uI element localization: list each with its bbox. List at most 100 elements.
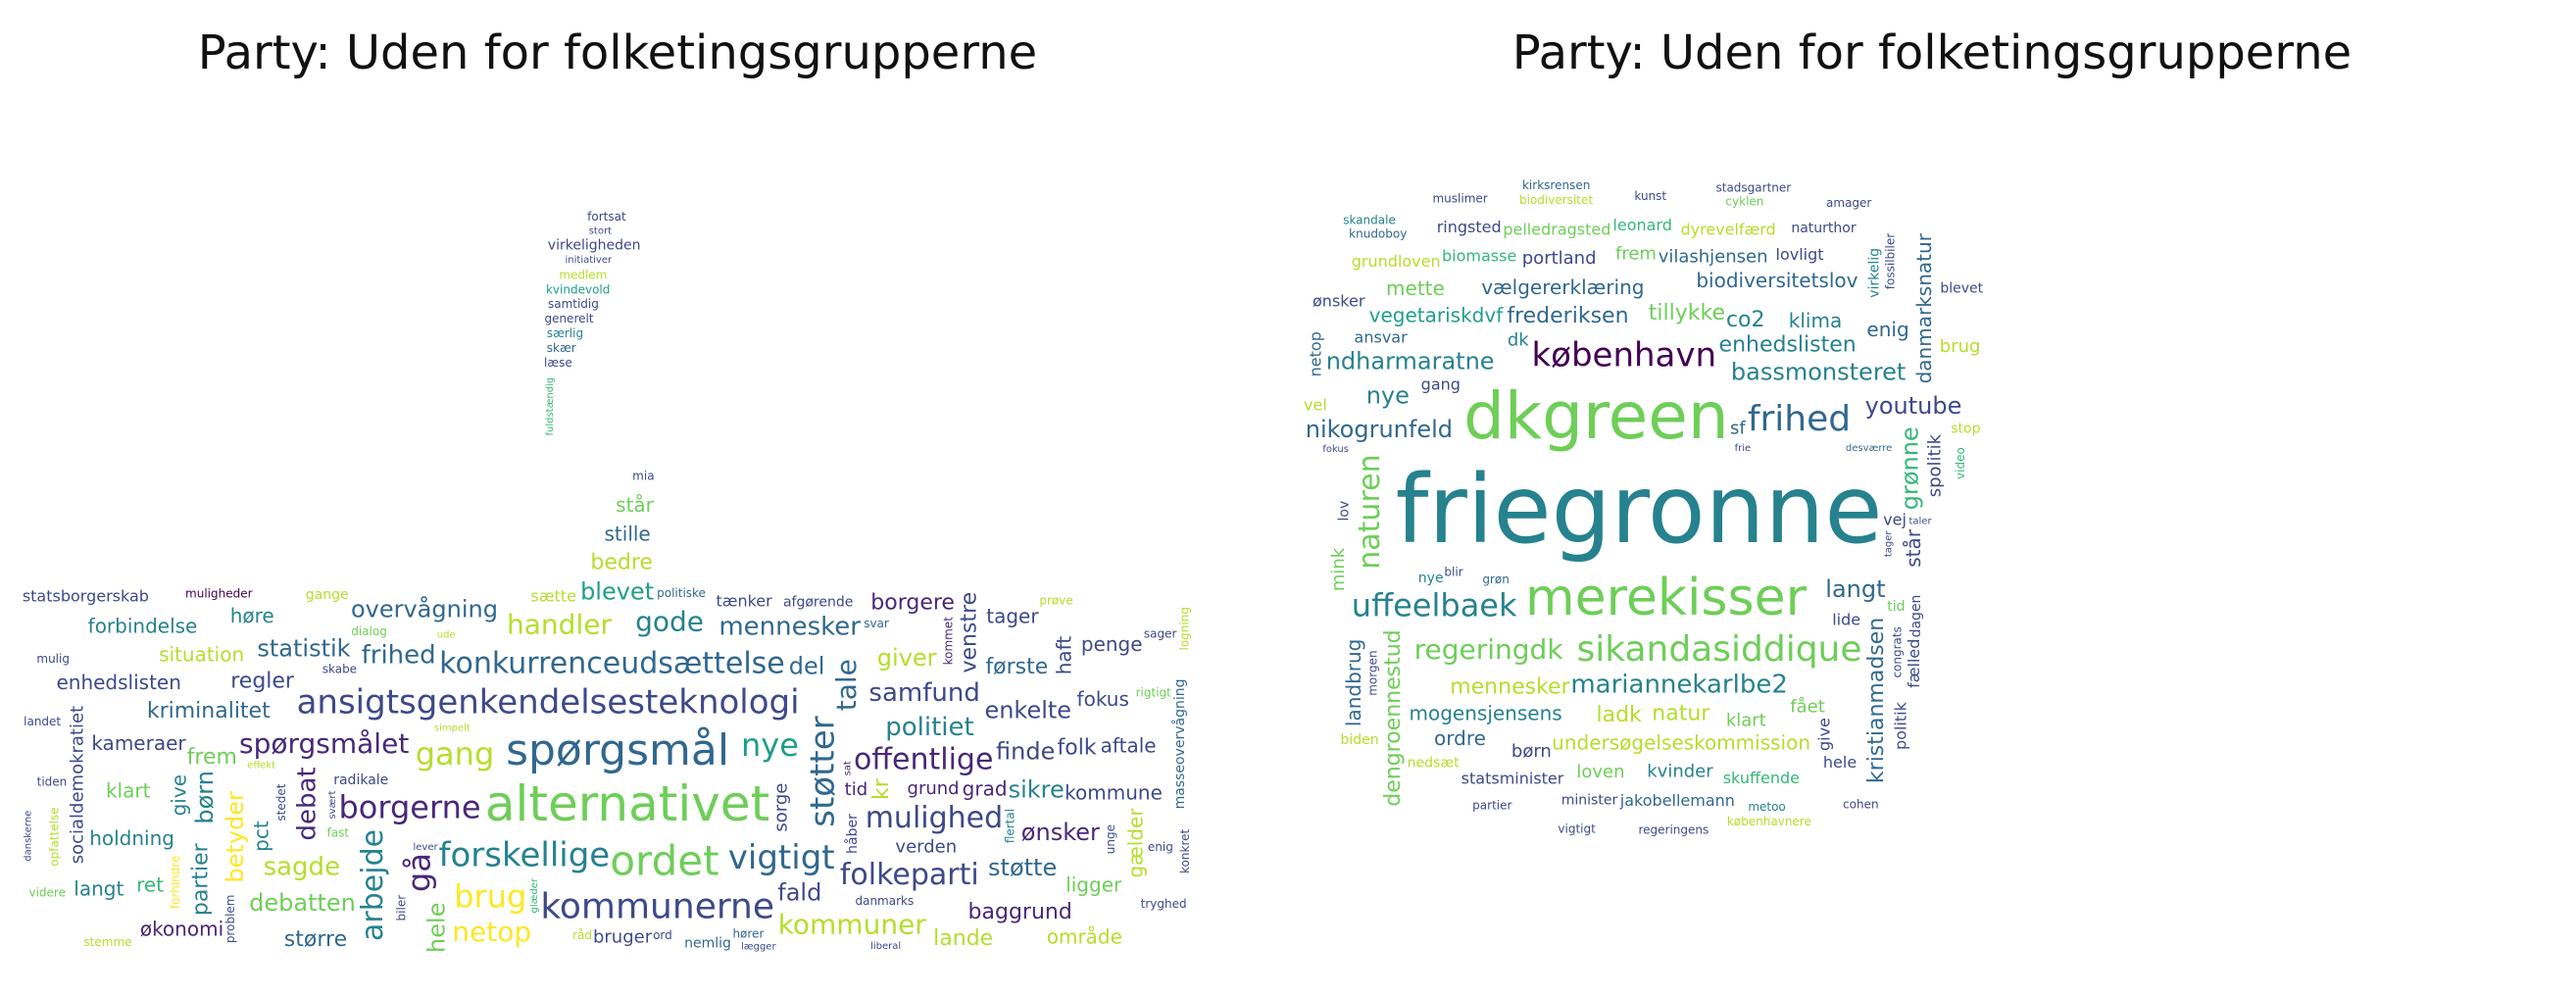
word-1-38: portland <box>1522 248 1597 269</box>
word-1-26: vælgererklæring <box>1481 275 1644 299</box>
word-1-48: børn <box>1511 741 1552 762</box>
wordcloud-panel-left: Party: Uden for folketingsgrupperne alte… <box>0 0 1235 997</box>
word-0-13: konkurrenceudsættelse <box>439 647 785 681</box>
word-0-114: landet <box>24 715 61 728</box>
word-1-99: kirksrensen <box>1522 178 1590 192</box>
word-0-41: sikre <box>1009 776 1065 804</box>
word-0-150: mia <box>632 470 654 483</box>
word-1-103: amager <box>1826 196 1871 210</box>
word-1-87: congrats <box>1891 626 1905 677</box>
word-0-11: nye <box>741 726 799 764</box>
word-1-1: dkgreen <box>1463 378 1729 454</box>
word-0-91: nemlig <box>684 936 731 952</box>
word-0-68: ret <box>136 872 164 896</box>
word-0-42: børn <box>191 771 219 824</box>
word-1-20: mennesker <box>1450 675 1570 700</box>
word-0-78: aftale <box>1101 734 1157 758</box>
word-0-43: ønsker <box>1021 819 1100 846</box>
word-1-15: nye <box>1366 381 1410 409</box>
word-1-30: vegetariskdvf <box>1369 303 1505 326</box>
word-0-177: fuldstændig <box>545 377 556 436</box>
word-1-41: klart <box>1726 710 1766 730</box>
word-1-44: brug <box>1940 336 1981 357</box>
word-0-159: lever <box>413 842 438 853</box>
word-0-6: vigtigt <box>728 838 835 877</box>
word-1-52: fælled <box>1905 639 1923 688</box>
word-0-86: grund <box>908 778 960 799</box>
word-1-71: vel <box>1304 395 1327 414</box>
word-1-22: dengroennestud <box>1381 629 1406 806</box>
word-1-63: gang <box>1421 375 1461 394</box>
word-1-108: fokus <box>1322 444 1349 455</box>
word-0-2: ordet <box>610 836 718 884</box>
word-0-56: folk <box>1058 736 1097 761</box>
word-1-12: grønne <box>1896 426 1923 510</box>
word-0-105: hører <box>732 926 764 940</box>
word-0-106: skabe <box>322 663 357 676</box>
word-1-62: give <box>1815 718 1834 751</box>
word-0-32: betyder <box>222 791 249 883</box>
word-0-61: holdning <box>89 826 174 850</box>
word-0-145: skær <box>547 341 576 355</box>
word-0-16: folkeparti <box>840 858 979 892</box>
word-1-17: kristianmadsen <box>1864 618 1889 783</box>
word-1-104: frie <box>1735 443 1752 454</box>
word-1-101: blir <box>1444 565 1462 578</box>
word-1-100: stadsgartner <box>1716 181 1792 195</box>
word-0-117: flertal <box>1003 809 1016 843</box>
word-0-18: spørgsmålet <box>239 727 409 760</box>
word-0-10: brug <box>454 878 526 916</box>
word-1-36: mette <box>1386 276 1445 300</box>
word-0-25: mennesker <box>718 612 861 641</box>
word-1-34: enig <box>1866 318 1908 341</box>
word-1-33: klima <box>1789 309 1842 332</box>
word-0-162: sat <box>843 761 854 775</box>
word-0-77: gælder <box>1123 808 1147 878</box>
word-0-45: større <box>284 927 347 952</box>
word-0-128: tiden <box>37 774 68 788</box>
word-0-119: svar <box>864 617 889 630</box>
word-1-91: cohen <box>1843 797 1879 811</box>
word-0-98: danmarks <box>855 894 914 908</box>
word-0-146: råd <box>572 928 592 942</box>
word-1-81: stop <box>1951 421 1980 436</box>
word-1-14: ndharmaratne <box>1326 347 1495 374</box>
word-0-59: økonomi <box>140 917 223 940</box>
word-0-76: forbindelse <box>88 614 198 637</box>
word-1-68: dyrevelfærd <box>1680 220 1775 238</box>
word-0-120: enig <box>1148 840 1173 854</box>
word-0-99: muligheder <box>185 586 253 600</box>
word-0-82: sorge <box>770 783 791 832</box>
word-1-24: ladk <box>1597 703 1643 727</box>
word-0-35: statistik <box>257 634 350 662</box>
word-1-89: kunst <box>1634 189 1666 203</box>
word-0-1: spørgsmål <box>506 725 729 775</box>
word-0-5: forskellige <box>439 836 611 875</box>
word-1-64: grundloven <box>1352 252 1441 271</box>
word-1-69: hele <box>1823 753 1857 772</box>
word-1-32: landbrug <box>1342 639 1365 726</box>
word-1-58: vej <box>1883 511 1907 529</box>
word-1-56: lide <box>1832 611 1860 629</box>
word-0-75: enhedslisten <box>56 671 180 694</box>
word-1-2: merekisser <box>1525 569 1808 627</box>
word-0-113: rigtigt <box>1136 685 1172 699</box>
word-0-51: kriminalitet <box>147 699 271 723</box>
word-0-102: stedet <box>274 783 288 821</box>
word-1-84: metoo <box>1748 800 1785 814</box>
word-0-55: første <box>985 655 1048 679</box>
word-1-65: leonard <box>1612 216 1671 234</box>
word-0-26: sagde <box>264 853 340 882</box>
word-1-94: regeringens <box>1638 823 1709 836</box>
word-0-15: mulighed <box>866 801 1003 835</box>
word-0-108: dialog <box>351 624 387 638</box>
word-0-34: giver <box>877 644 937 672</box>
word-0-72: haft <box>1052 636 1075 675</box>
word-1-93: københavnere <box>1727 815 1811 828</box>
word-0-62: give <box>168 774 191 816</box>
word-1-61: pelledragsted <box>1503 220 1610 238</box>
word-1-21: tillykke <box>1649 301 1725 325</box>
word-0-100: politiske <box>657 586 706 600</box>
word-0-7: støtter <box>804 716 843 826</box>
